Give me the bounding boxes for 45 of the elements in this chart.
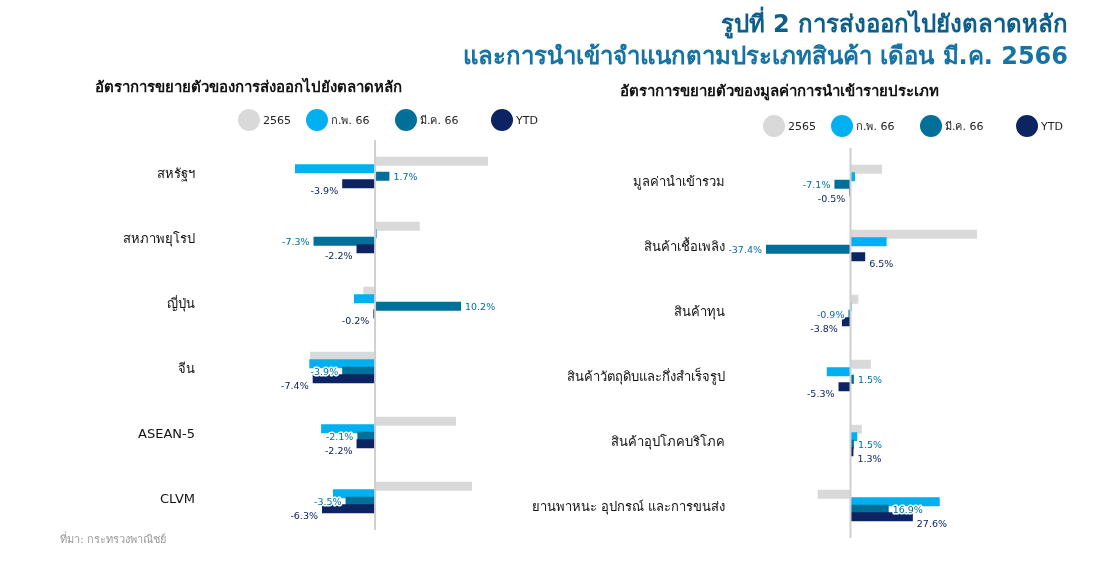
data-label: -2.1% — [325, 431, 354, 443]
data-label: -3.9% — [310, 184, 339, 196]
chart-subtitle: อัตราการขยายตัวของมูลค่าการนำเข้ารายประเภท — [620, 82, 939, 101]
y-tick-label: สหภาพยุโรป — [123, 230, 195, 247]
y-tick-label: CLVM — [159, 490, 195, 506]
legend-label: YTD — [1040, 120, 1063, 133]
text: ที่มา: กระทรวงพาณิชย์ — [60, 531, 167, 546]
data-label: -2.2% — [324, 444, 353, 456]
data-label: 1.3% — [857, 452, 882, 464]
y-tick-label: ญี่ปุ่น — [167, 294, 195, 312]
legend-label: YTD — [515, 114, 538, 127]
data-label: 6.5% — [869, 257, 894, 269]
data-label: 1.5% — [857, 374, 883, 386]
legend-label: 2565 — [788, 120, 816, 133]
y-tick-label: สินค้าอุปโภคบริโภค — [611, 433, 725, 450]
legend-label: มี.ค. 66 — [945, 120, 984, 133]
data-label: -5.3% — [806, 387, 835, 399]
data-label: -0.2% — [341, 314, 370, 326]
y-tick-label: ASEAN-5 — [138, 425, 195, 441]
data-label: 1.7% — [393, 171, 418, 183]
y-tick-label: ยานพาหนะ อุปกรณ์ และการขนส่ง — [531, 498, 725, 515]
y-tick-label: สหรัฐฯ — [157, 165, 195, 182]
data-label: -7.3% — [281, 236, 310, 248]
data-label: -2.2% — [324, 249, 353, 261]
data-label: -0.5% — [817, 192, 846, 204]
data-label: -3.8% — [810, 322, 838, 334]
legend-label: 2565 — [263, 114, 291, 127]
chart-title: รูปที่ 2 การส่งออกไปยังตลาดหลัก และการนำเข้าจำแนกตามประเภทสินค้า เดือน มี.ค. 2566 — [462, 6, 1068, 70]
data-label: -7.4% — [281, 379, 309, 391]
legend-label: มี.ค. 66 — [420, 114, 459, 127]
legend-label: ก.พ. 66 — [331, 114, 370, 127]
data-label: 1.5% — [857, 439, 883, 451]
y-tick-label: สินค้าเชื้อเพลิง — [644, 236, 725, 254]
y-tick-label: จีน — [178, 360, 195, 376]
y-tick-label: มูลค่านำเข้ารวม — [633, 173, 725, 190]
data-label: -0.9% — [816, 309, 845, 321]
data-label: -7.1% — [802, 179, 831, 191]
data-label: 10.2% — [465, 301, 496, 313]
legend-label: ก.พ. 66 — [856, 120, 895, 133]
y-tick-label: สินค้าวัตถุดิบและกึ่งสำเร็จรูป — [567, 366, 725, 385]
data-label: -6.3% — [290, 509, 318, 521]
data-label: 27.6% — [916, 517, 948, 529]
data-label: -37.4% — [728, 244, 762, 256]
chart-subtitle: อัตราการขยายตัวของการส่งออกไปยังตลาดหลัก — [95, 77, 402, 96]
y-tick-label: สินค้าทุน — [674, 303, 725, 320]
